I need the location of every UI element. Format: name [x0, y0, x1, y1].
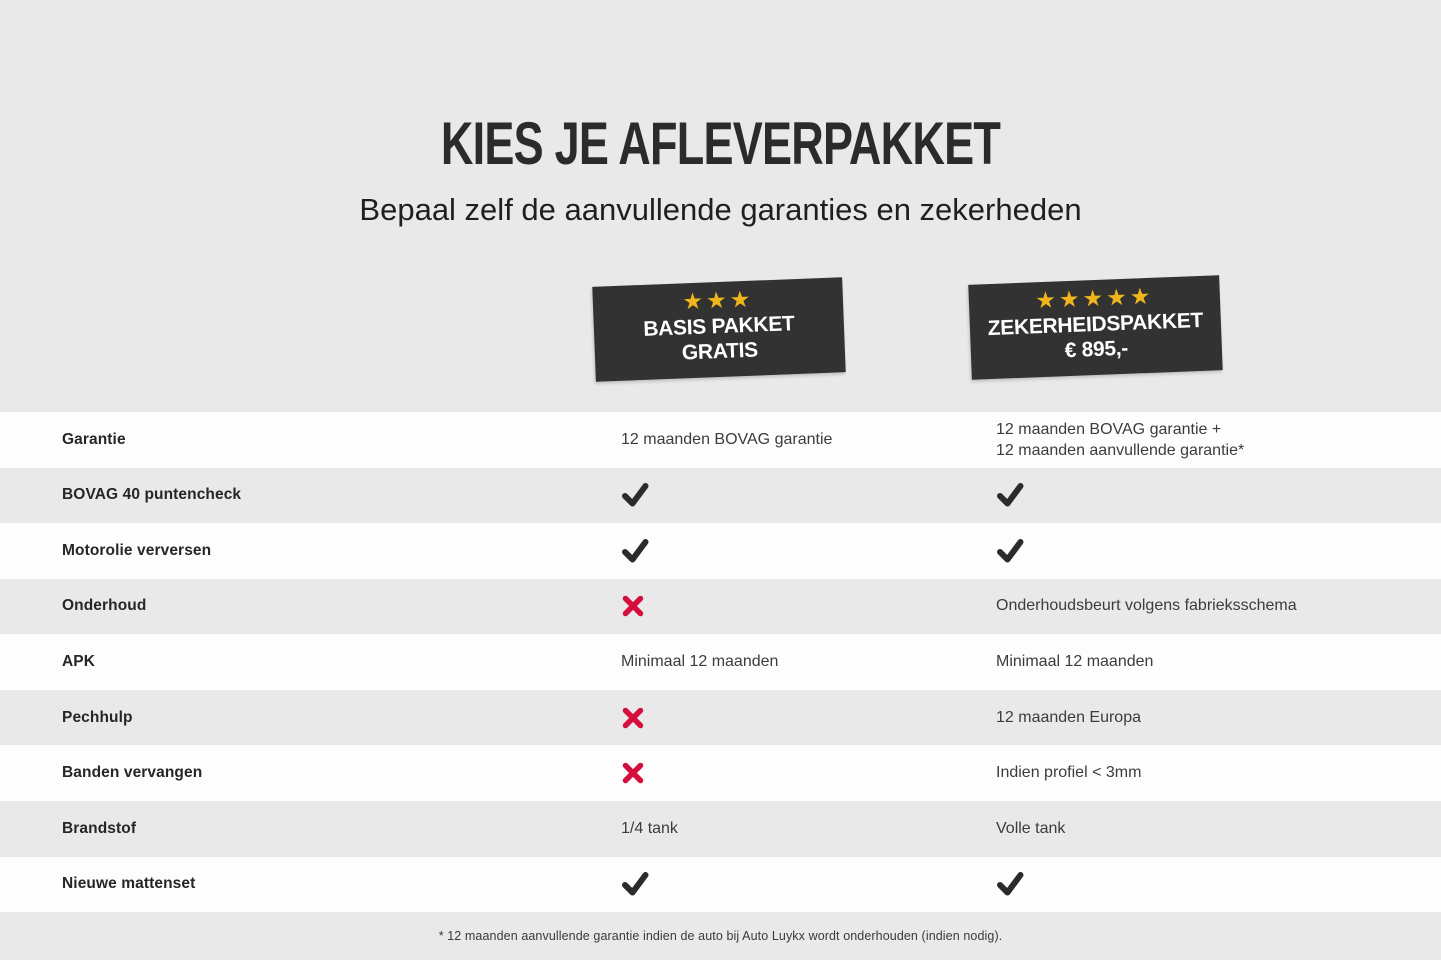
basis-package-value — [621, 594, 996, 618]
zekerheids-package-value — [996, 871, 1441, 897]
footnote-bar: * 12 maanden aanvullende garantie indien… — [0, 912, 1441, 960]
feature-label: BOVAG 40 puntencheck — [62, 486, 242, 504]
zekerheids-package-value: Minimaal 12 maanden — [996, 653, 1154, 671]
check-icon — [997, 538, 1024, 563]
check-icon — [622, 872, 649, 896]
zekerheids-package-value: 12 maanden Europa — [996, 708, 1141, 726]
zekerheids-package-value: 12 maanden BOVAG garantie + 12 maanden aa… — [996, 419, 1441, 461]
cross-icon — [622, 762, 644, 784]
zekerheids-package-value: Onderhoudsbeurt volgens fabrieksschema — [996, 597, 1297, 615]
table-row: Motorolie verversen — [0, 523, 1441, 579]
page-title: KIES JE AFLEVERPAKKET — [440, 110, 1001, 177]
check-icon — [997, 483, 1024, 507]
check-icon — [622, 538, 649, 563]
basis-package-value — [621, 706, 996, 730]
zekerheids-package-value: Volle tank — [996, 819, 1066, 837]
table-row: Onderhoud Onderhoudsbeurt volgens fabrie… — [0, 579, 1441, 635]
feature-label: Nieuwe mattenset — [62, 875, 196, 893]
value-line: 12 maanden aanvullende garantie* — [996, 441, 1245, 459]
basis-package-value — [621, 761, 996, 785]
feature-label: Brandstof — [62, 819, 137, 837]
basis-package-value — [621, 538, 996, 564]
cross-icon — [622, 596, 644, 617]
table-row: Banden vervangen Indien profiel < 3mm — [0, 745, 1441, 801]
zekerheids-package-value — [996, 538, 1441, 564]
package-badge-basis[interactable]: ★★★ BASIS PAKKET GRATIS — [592, 277, 846, 382]
cross-icon — [622, 707, 644, 728]
check-icon — [622, 483, 649, 507]
feature-label: Garantie — [62, 430, 126, 448]
table-row: Garantie 12 maanden BOVAG garantie 12 ma… — [0, 412, 1441, 468]
page-subtitle: Bepaal zelf de aanvullende garanties en … — [359, 192, 1082, 227]
feature-label: Banden vervangen — [62, 764, 203, 782]
table-row: Nieuwe mattenset — [0, 856, 1441, 913]
table-row: APK Minimaal 12 maanden Minimaal 12 maan… — [0, 634, 1441, 690]
table-row: BOVAG 40 puntencheck — [0, 468, 1441, 524]
feature-label: Motorolie verversen — [62, 541, 212, 559]
table-row: Pechhulp 12 maanden Europa — [0, 690, 1441, 746]
value-line: 12 maanden BOVAG garantie + — [996, 420, 1222, 438]
feature-label: APK — [62, 653, 96, 671]
check-icon — [997, 872, 1024, 896]
basis-package-value — [621, 482, 996, 508]
package-badge-zekerheid[interactable]: ★★★★★ ZEKERHEIDSPAKKET € 895,- — [968, 275, 1223, 380]
feature-label: Onderhoud — [62, 597, 147, 615]
basis-package-value — [621, 871, 996, 897]
table-row: Brandstof 1/4 tank Volle tank — [0, 801, 1441, 857]
basis-package-value: 1/4 tank — [621, 819, 678, 837]
comparison-table: Garantie 12 maanden BOVAG garantie 12 ma… — [0, 412, 1441, 913]
zekerheids-package-value: Indien profiel < 3mm — [996, 764, 1142, 782]
basis-package-value: 12 maanden BOVAG garantie — [621, 430, 833, 448]
zekerheids-package-value — [996, 482, 1441, 508]
feature-label: Pechhulp — [62, 708, 133, 726]
footnote-text: * 12 maanden aanvullende garantie indien… — [438, 929, 1003, 943]
basis-package-value: Minimaal 12 maanden — [621, 653, 779, 671]
